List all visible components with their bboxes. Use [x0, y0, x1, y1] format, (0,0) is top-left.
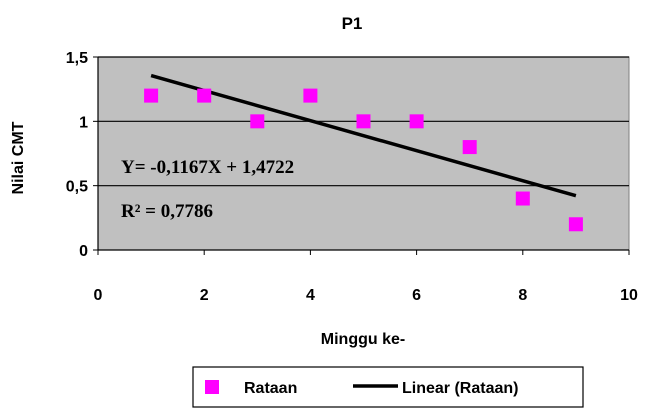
x-tick-label: 6: [412, 287, 421, 304]
axes: [97, 57, 630, 255]
x-tick-label: 8: [518, 287, 527, 304]
data-point: [462, 140, 477, 155]
trendline: [150, 73, 577, 198]
legend-label-linear: Linear (Rataan): [402, 380, 518, 397]
x-tick-label: 2: [200, 287, 209, 304]
chart-title: P1: [342, 14, 363, 33]
equation-annotation: Y= -0,1167X + 1,4722: [121, 157, 294, 178]
r-squared-annotation: R² = 0,7786: [121, 201, 213, 222]
y-tick-label: 0: [79, 243, 88, 260]
data-points: [144, 88, 583, 232]
legend: Rataan Linear (Rataan): [192, 366, 584, 408]
data-point: [250, 114, 265, 129]
x-axis-label: Minggu ke-: [321, 331, 405, 348]
x-tick-labels: 0 2 4 6 8 10: [94, 287, 638, 304]
plot-area: [97, 56, 630, 251]
x-tick-label: 10: [620, 287, 638, 304]
y-tick-label: 1: [79, 114, 88, 131]
data-point: [144, 88, 159, 103]
data-point: [356, 114, 371, 129]
legend-label-rataan: Rataan: [244, 380, 297, 397]
y-tick-labels: 0 0,5 1 1,5: [66, 50, 88, 260]
data-point: [409, 114, 424, 129]
data-point: [303, 88, 318, 103]
y-axis-label: Nilai CMT: [10, 121, 27, 194]
y-tick-label: 0,5: [66, 179, 88, 196]
legend-marker-rataan: [205, 380, 219, 394]
data-point: [197, 88, 212, 103]
data-point: [568, 217, 583, 232]
x-tick-label: 4: [306, 287, 315, 304]
x-tick-label: 0: [94, 287, 103, 304]
data-point: [515, 191, 530, 206]
y-tick-label: 1,5: [66, 50, 88, 67]
